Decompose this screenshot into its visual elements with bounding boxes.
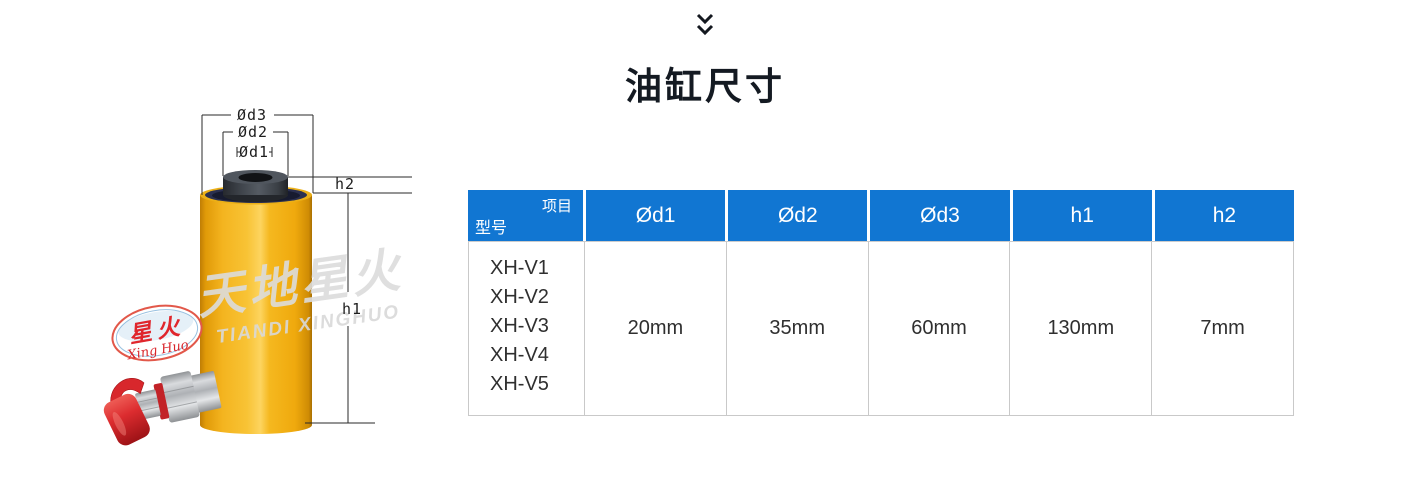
- corner-label-model: 型号: [475, 220, 508, 237]
- cylinder-cap: [223, 170, 288, 202]
- red-dust-cap: [103, 378, 150, 446]
- value-cell-h2: 7mm: [1151, 242, 1293, 415]
- cylinder-dimension-diagram: 天地星火 TIANDI XINGHUO 星火 Xing Huo: [103, 106, 412, 446]
- model-item: XH-V5: [490, 373, 549, 395]
- header-col-d3: Ød3: [870, 190, 1010, 241]
- spec-table-body: XH-V1 XH-V2 XH-V3 XH-V4 XH-V5 20mm 35mm …: [468, 241, 1294, 416]
- dimension-labels: Ød3 Ød2 Ød1 h2 h1: [237, 106, 362, 318]
- model-list-cell: XH-V1 XH-V2 XH-V3 XH-V4 XH-V5: [469, 242, 584, 415]
- value-cell-d1: 20mm: [584, 242, 726, 415]
- spec-table-header: 项目 型号 Ød1 Ød2 Ød3 h1 h2: [468, 190, 1294, 241]
- header-col-h2: h2: [1154, 190, 1294, 241]
- header-col-h1: h1: [1012, 190, 1152, 241]
- header-col-d1: Ød1: [586, 190, 726, 241]
- spec-table: 项目 型号 Ød1 Ød2 Ød3 h1 h2 XH-V1 XH-V2 XH-V…: [468, 190, 1294, 416]
- hydraulic-coupler: [103, 371, 222, 446]
- dim-label-d2: Ød2: [238, 123, 268, 141]
- dimension-lines: [201, 114, 412, 424]
- dim-label-h2: h2: [335, 175, 355, 193]
- dim-label-d1: Ød1: [239, 143, 269, 161]
- header-col-d2: Ød2: [728, 190, 868, 241]
- value-cell-d2: 35mm: [725, 242, 868, 415]
- corner-label-item: 项目: [541, 198, 572, 215]
- model-item: XH-V3: [490, 315, 549, 337]
- dim-label-h1: h1: [342, 300, 362, 318]
- brand-logo-badge: 星火 Xing Huo: [111, 304, 203, 364]
- value-cell-d3: 60mm: [867, 242, 1010, 415]
- double-chevron-down-icon: [696, 13, 714, 36]
- header-corner-cell: 项目 型号: [468, 190, 583, 241]
- dim-label-d3: Ød3: [237, 106, 267, 124]
- model-item: XH-V2: [490, 286, 549, 308]
- value-cell-h1: 130mm: [1009, 242, 1151, 415]
- model-item: XH-V4: [490, 344, 549, 366]
- model-item: XH-V1: [490, 257, 549, 279]
- section-title: 油缸尺寸: [625, 66, 785, 107]
